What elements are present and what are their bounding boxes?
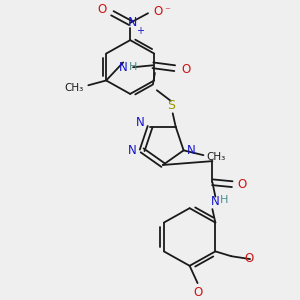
Text: N: N [187,144,196,157]
Text: O: O [193,286,202,299]
Text: N: N [136,116,145,129]
Text: N: N [119,61,128,74]
Text: N: N [128,144,136,157]
Text: +: + [136,26,144,35]
Text: O: O [153,5,163,18]
Text: N: N [128,16,137,29]
Text: CH₃: CH₃ [207,152,226,162]
Text: ⁻: ⁻ [164,6,170,16]
Text: O: O [98,3,107,16]
Text: S: S [167,99,175,112]
Text: H: H [220,196,229,206]
Text: O: O [238,178,247,191]
Text: O: O [244,252,254,265]
Text: H: H [129,62,137,72]
Text: O: O [181,63,190,76]
Text: N: N [211,195,220,208]
Text: CH₃: CH₃ [65,83,84,93]
